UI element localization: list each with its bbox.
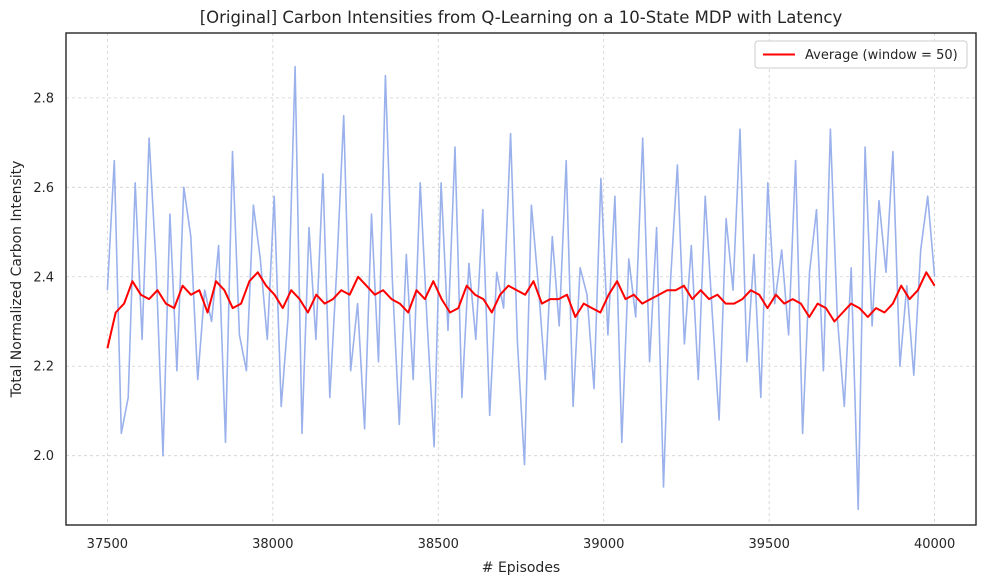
raw-series-layer — [106, 65, 936, 511]
y-tick-label: 2.6 — [33, 181, 54, 196]
moving-average-line — [106, 271, 936, 349]
x-tick-label: 38000 — [252, 537, 293, 552]
chart-title: [Original] Carbon Intensities from Q-Lea… — [200, 8, 843, 27]
y-axis-label: Total Normalized Carbon Intensity — [9, 161, 25, 399]
legend-label-average: Average (window = 50) — [805, 48, 958, 63]
x-axis-ticks: 37500 38000 38500 39000 39500 40000 — [87, 537, 956, 552]
y-tick-label: 2.8 — [33, 91, 54, 106]
y-tick-label: 2.0 — [33, 449, 54, 464]
x-tick-label: 37500 — [87, 537, 128, 552]
legend-box — [754, 40, 968, 69]
x-tick-label: 40000 — [914, 537, 955, 552]
average-series-layer — [106, 271, 936, 349]
x-tick-label: 38500 — [418, 537, 459, 552]
raw-carbon-intensity-line — [106, 65, 936, 511]
x-axis-label: # Episodes — [482, 560, 560, 576]
legend: Average (window = 50) — [754, 40, 968, 69]
plot-frame — [65, 32, 977, 526]
x-tick-label: 39000 — [583, 537, 624, 552]
y-tick-label: 2.4 — [33, 270, 54, 285]
x-tick-label: 39500 — [749, 537, 790, 552]
y-tick-label: 2.2 — [33, 360, 54, 375]
y-axis-ticks: 2.0 2.2 2.4 2.6 2.8 — [33, 91, 54, 464]
